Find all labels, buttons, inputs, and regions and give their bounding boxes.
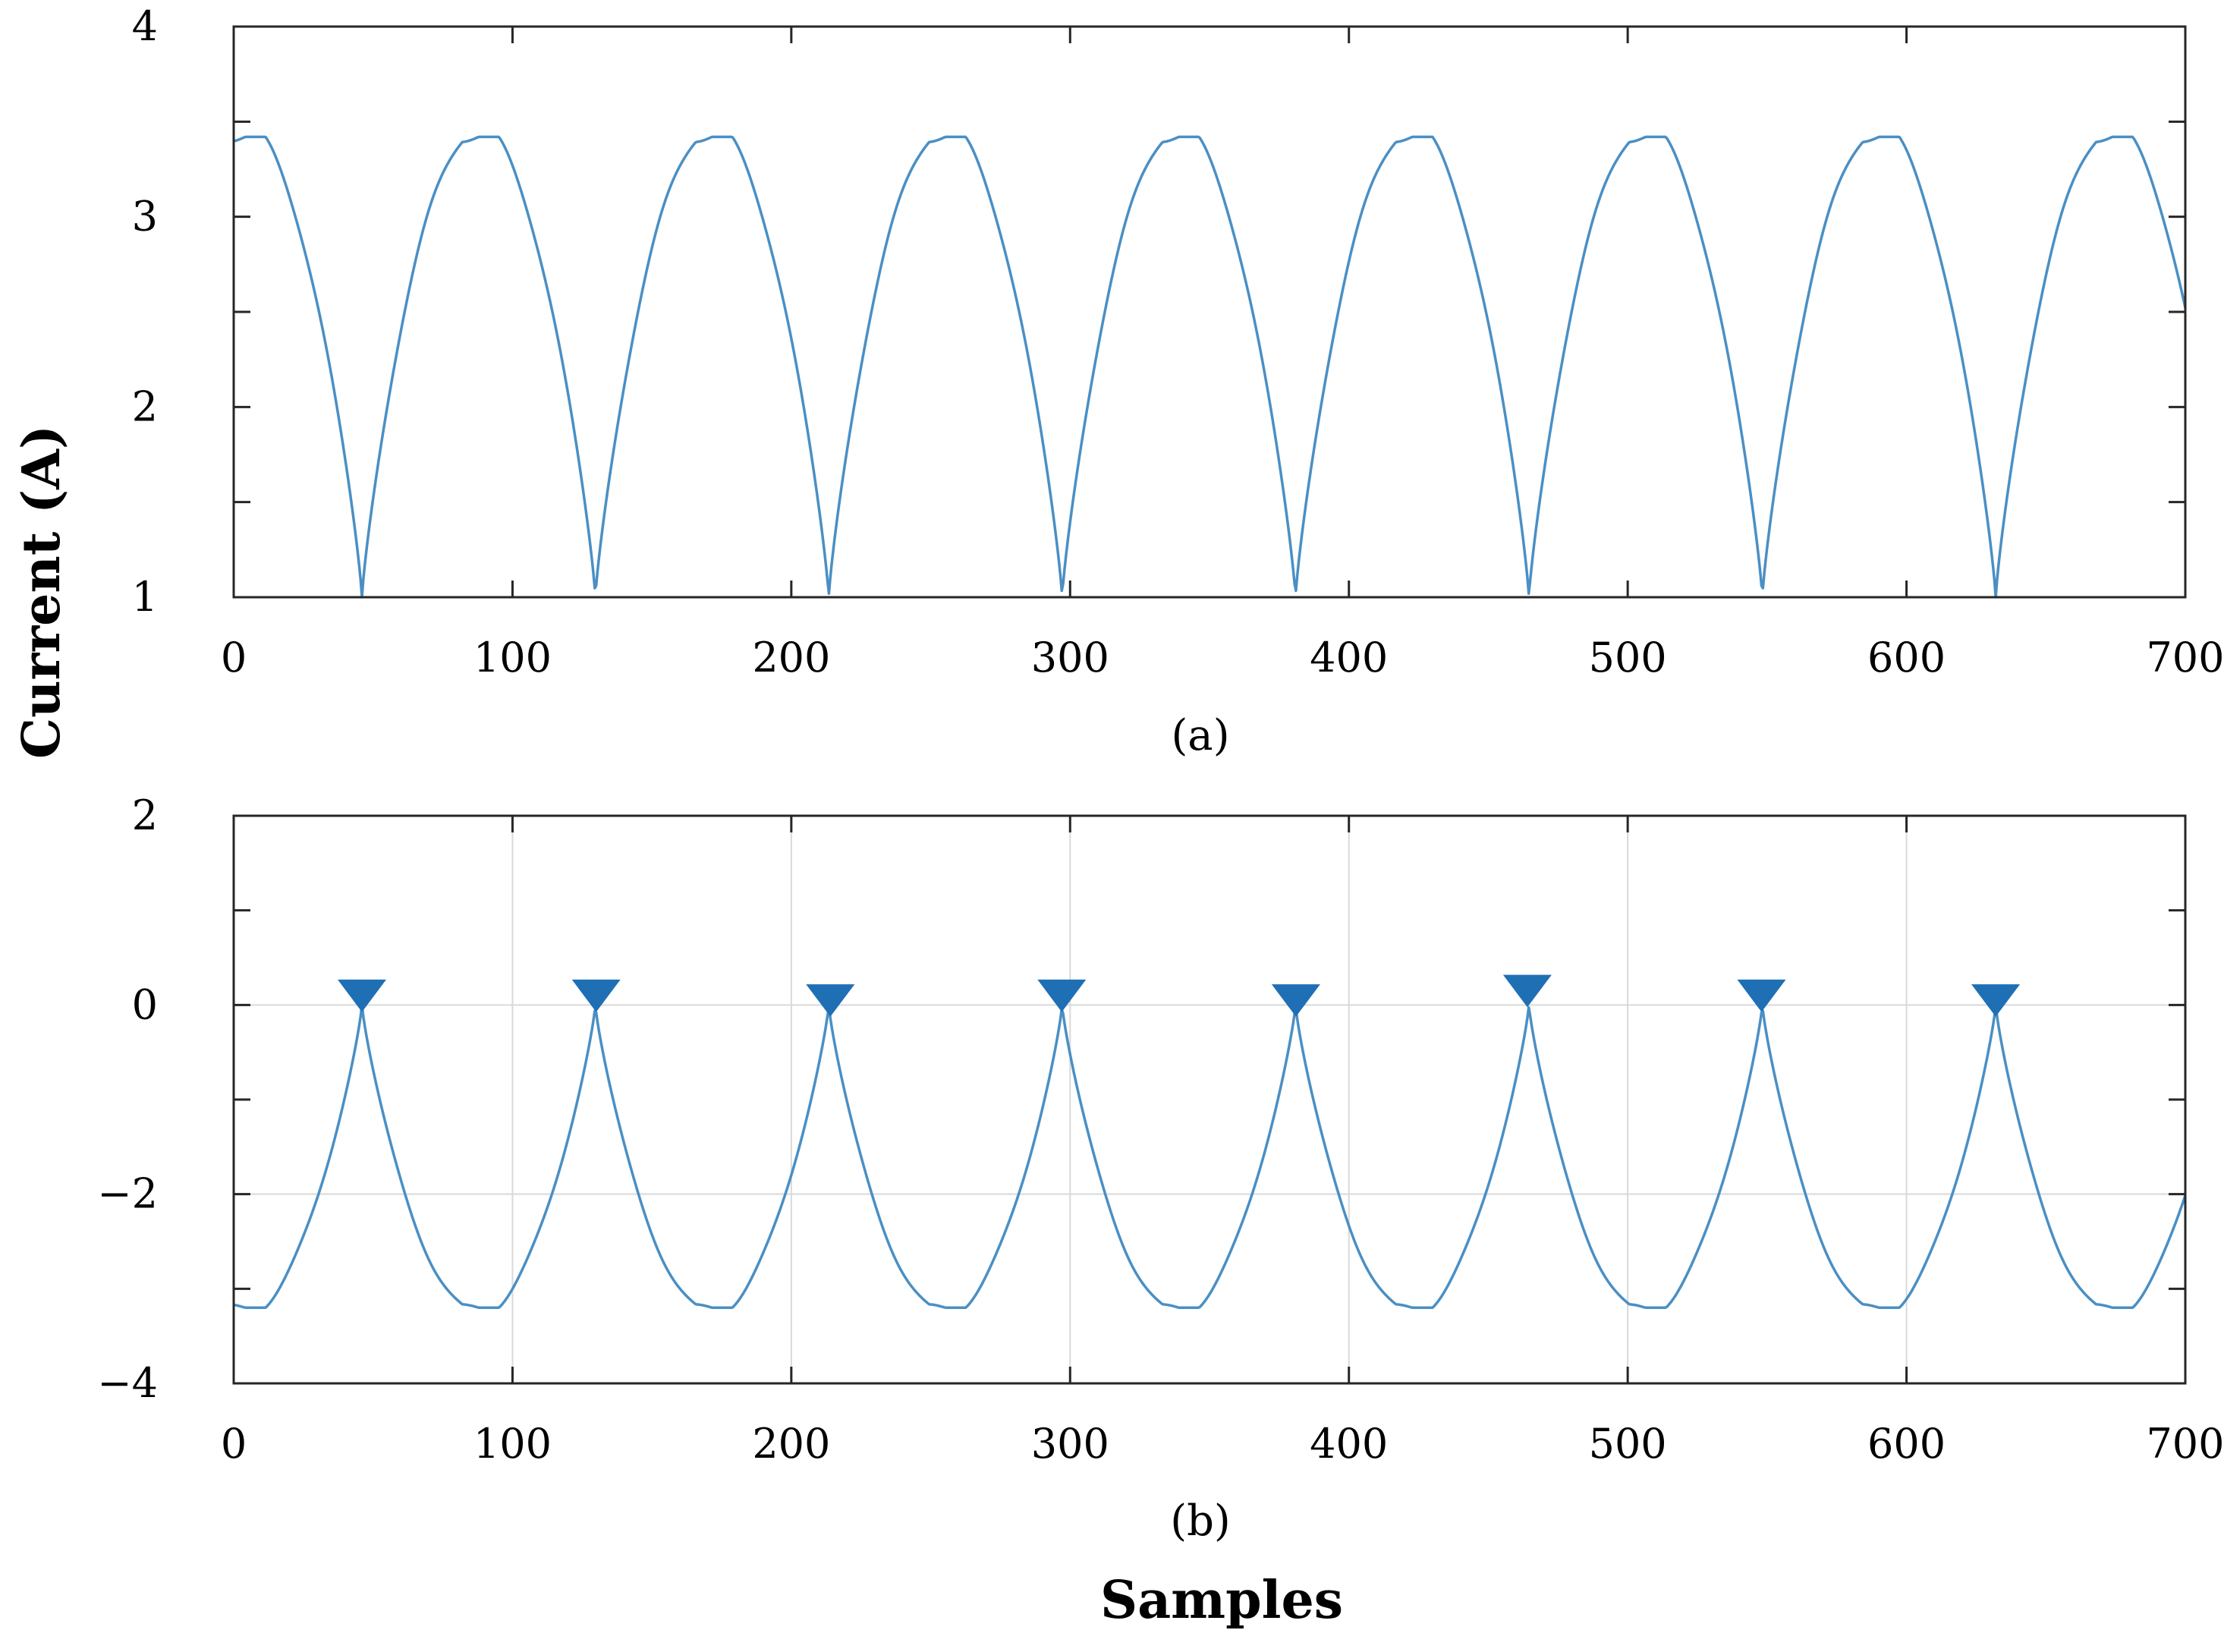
panel-a-xtick-label-6: 600 <box>1867 634 1946 681</box>
panel-b-ytick-label-1: −2 <box>97 1170 158 1218</box>
peak-marker-1 <box>571 979 621 1012</box>
panel-a-xtick-label-1: 100 <box>473 634 552 681</box>
panel-b-xtick-label-3: 300 <box>1031 1420 1109 1468</box>
panel-a: 0 100 200 300 400 500 600 700 1 2 3 4 (a) <box>132 2 2224 760</box>
panel-a-ytick-label-0: 1 <box>132 573 158 621</box>
panel-b-grid <box>234 816 2185 1383</box>
panel-b-x-tick-labels: 0 100 200 300 400 500 600 700 <box>221 1420 2224 1468</box>
peak-marker-6 <box>1737 979 1786 1012</box>
panel-b: 0 100 200 300 400 500 600 700 −4 −2 0 2 (b) <box>97 791 2224 1546</box>
panel-b-xtick-label-2: 200 <box>752 1420 830 1468</box>
panel-b-ytick-label-0: −4 <box>97 1359 158 1407</box>
panel-a-x-tick-labels: 0 100 200 300 400 500 600 700 <box>221 634 2224 681</box>
panel-b-xtick-label-4: 400 <box>1310 1420 1388 1468</box>
peak-marker-0 <box>338 979 386 1012</box>
peak-marker-7 <box>1971 984 2021 1017</box>
panel-a-xtick-label-3: 300 <box>1031 634 1109 681</box>
panel-b-xtick-label-6: 600 <box>1867 1420 1946 1468</box>
y-axis-title: Current (A) <box>11 425 72 759</box>
peak-marker-2 <box>806 984 855 1017</box>
panel-b-caption: (b) <box>1170 1496 1231 1546</box>
panel-b-ytick-label-2: 0 <box>132 980 158 1028</box>
panel-a-xtick-label-4: 400 <box>1310 634 1388 681</box>
panel-a-y-tick-labels: 1 2 3 4 <box>132 2 158 621</box>
panel-b-frame <box>232 814 2187 1385</box>
panel-b-xtick-label-1: 100 <box>473 1420 552 1468</box>
peak-marker-3 <box>1037 979 1087 1012</box>
panel-b-y-tick-labels: −4 −2 0 2 <box>97 791 158 1407</box>
panel-a-xtick-label-7: 700 <box>2146 634 2224 681</box>
panel-b-xtick-label-5: 500 <box>1589 1420 1667 1468</box>
x-axis-title: Samples <box>1100 1570 1343 1631</box>
peak-marker-4 <box>1271 984 1320 1017</box>
panel-b-xtick-label-7: 700 <box>2146 1420 2224 1468</box>
panel-a-ytick-label-1: 2 <box>132 382 158 430</box>
peak-marker-5 <box>1502 974 1552 1008</box>
panel-b-ticks <box>232 814 2187 1385</box>
panel-a-ticks <box>232 25 2187 599</box>
panel-b-signal-line <box>233 1003 2187 1310</box>
panel-a-ytick-label-3: 4 <box>132 2 158 50</box>
panel-a-xtick-label-5: 500 <box>1589 634 1667 681</box>
panel-a-xtick-label-0: 0 <box>221 634 247 681</box>
panel-a-caption: (a) <box>1171 711 1229 760</box>
panel-a-ytick-label-2: 3 <box>132 193 158 241</box>
panel-a-frame <box>232 25 2187 599</box>
panel-a-current-line <box>233 135 2187 599</box>
panel-b-markers <box>338 974 2021 1017</box>
panel-a-xtick-label-2: 200 <box>752 634 830 681</box>
panel-b-ytick-label-3: 2 <box>132 791 158 839</box>
panel-b-xtick-label-0: 0 <box>221 1420 247 1468</box>
